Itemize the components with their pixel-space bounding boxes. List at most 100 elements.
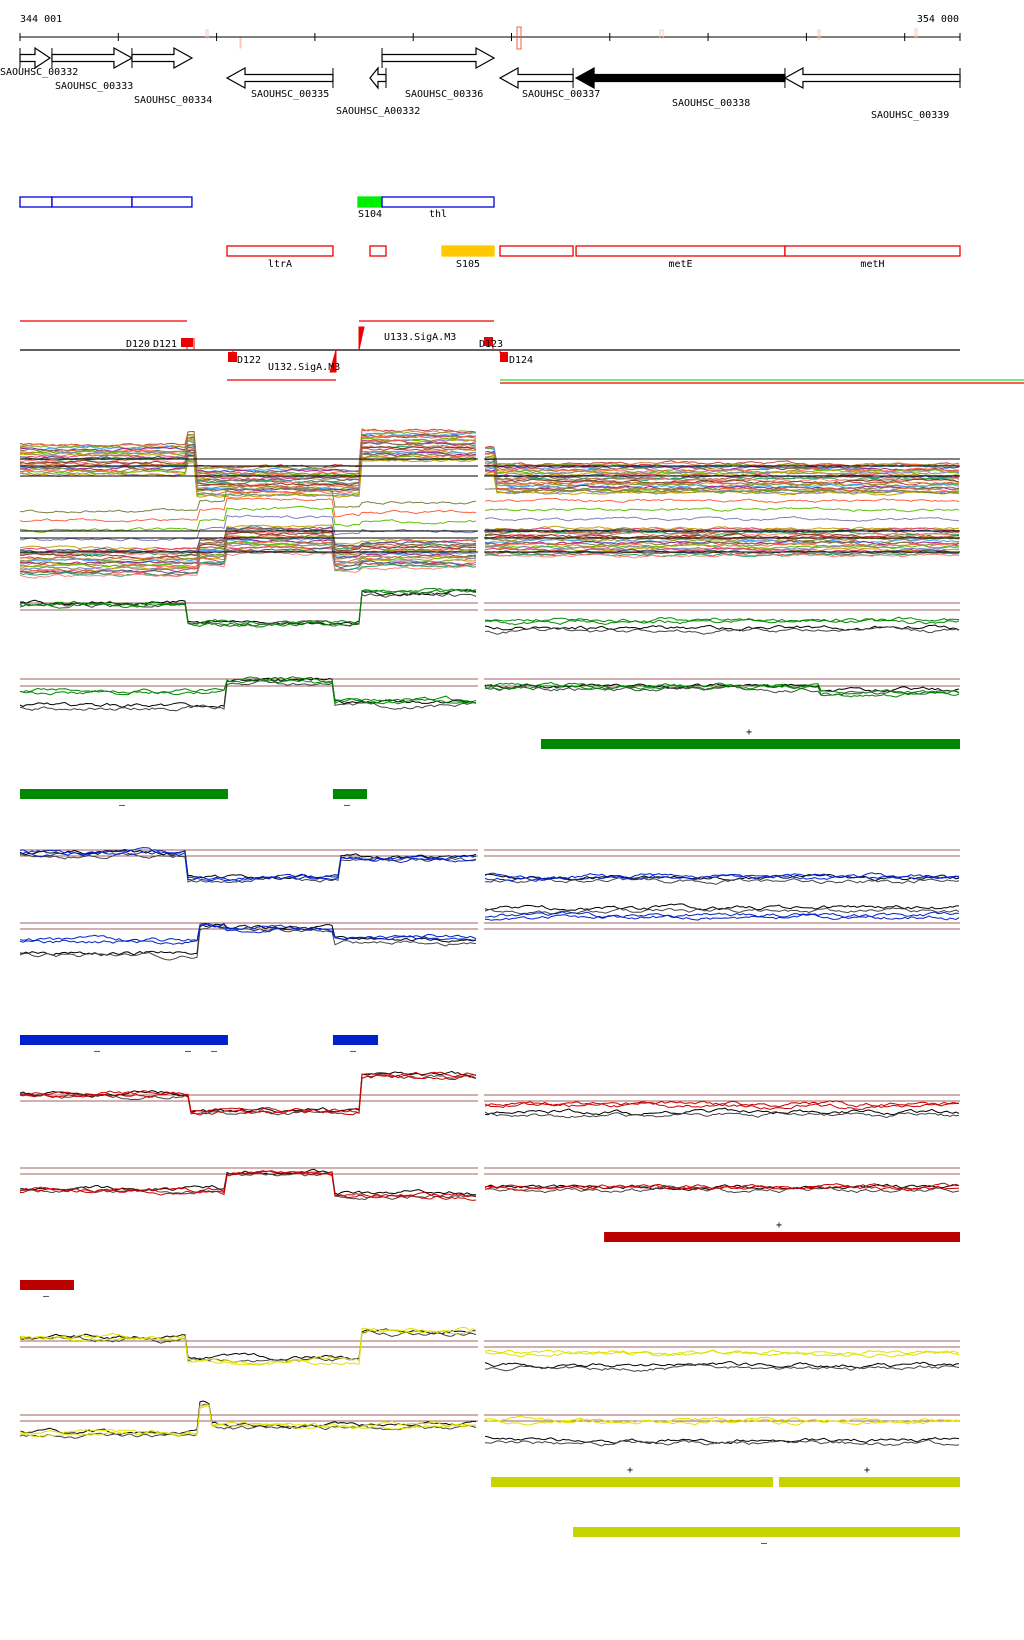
ruler-marker (659, 29, 664, 39)
signal-line (19, 1326, 960, 1365)
gene-SAOUHSC_00333: SAOUHSC_00333 (51, 46, 133, 92)
strand-sign: – (350, 1046, 357, 1057)
strand-segment-bar (20, 789, 228, 799)
gene-SAOUHSC_00337: SAOUHSC_00337 (498, 66, 600, 100)
strand-segment-bar (778, 1477, 960, 1487)
element-tick (186, 338, 501, 353)
signal-line (20, 850, 960, 883)
feature-label: S105 (456, 259, 480, 270)
signal-line (19, 678, 960, 705)
signal-line (19, 913, 960, 945)
sample-line (19, 505, 960, 533)
element-label: U133.SigA.M3 (384, 332, 456, 343)
strand-segment-bar (490, 1477, 774, 1487)
gene-arrow (131, 46, 194, 70)
gene-label: SAOUHSC_00333 (55, 81, 133, 92)
element-label: U132.SigA.M3 (268, 362, 340, 373)
signal-line-black (19, 1070, 960, 1116)
sample-line (19, 497, 960, 523)
ruler-marker (239, 37, 242, 49)
gene-SAOUHSC_A00332: SAOUHSC_A00332 (336, 66, 420, 117)
sample-line (19, 430, 960, 472)
gene-arrow (783, 66, 961, 90)
gene-label: SAOUHSC_A00332 (336, 106, 420, 117)
strand-sign: – (185, 1046, 192, 1057)
reverse-feature-box (499, 245, 574, 257)
element-label: D124 (509, 355, 533, 366)
gene-arrow (574, 66, 786, 90)
signal-line-black (19, 1168, 960, 1196)
strand-sign: + (627, 1465, 633, 1476)
gene-SAOUHSC_00339: SAOUHSC_00339 (783, 66, 961, 121)
strand-sign: – (211, 1046, 218, 1057)
gene-label: SAOUHSC_00337 (522, 89, 600, 100)
gene-label: SAOUHSC_00336 (405, 89, 483, 100)
gene-label: SAOUHSC_00335 (251, 89, 329, 100)
reverse-feature-track: ltrA S105 metE metH (226, 245, 961, 270)
gene-label: SAOUHSC_00332 (0, 67, 78, 78)
signal-line (19, 588, 960, 628)
signal-line-black (19, 903, 959, 956)
ruler-end-label: 354 000 (917, 14, 959, 25)
strand-sign: + (776, 1220, 782, 1231)
forward-feature-box (51, 196, 133, 208)
strand-segment-bar (20, 1280, 74, 1290)
signal-line (19, 587, 960, 626)
signal-line-black (19, 1400, 960, 1445)
forward-feature-box (131, 196, 193, 208)
gene-label: SAOUHSC_00338 (672, 98, 750, 109)
signal-line (20, 1170, 959, 1201)
gene-label: SAOUHSC_00334 (134, 95, 212, 106)
signal-line (19, 1170, 960, 1198)
strand-sign: – (344, 800, 351, 811)
reverse-feature-box (784, 245, 961, 257)
element-marker (500, 352, 508, 362)
signal-line-black (19, 1330, 960, 1372)
promoter-marker (358, 326, 365, 351)
reverse-feature-box (369, 245, 387, 257)
signal-line (19, 1404, 960, 1438)
signal-line-black (19, 1171, 960, 1201)
gene-arrow (225, 66, 334, 90)
ruler-marker-current (516, 26, 522, 50)
element-marker (228, 352, 237, 362)
strand-segment-bar (541, 739, 960, 749)
ruler-start-label: 344 001 (20, 14, 62, 25)
gene-label: SAOUHSC_00339 (871, 110, 949, 121)
sample-line (19, 538, 960, 565)
signal-line-black (19, 680, 960, 712)
regulatory-element-track: D120 D121 D122 U132.SigA.M3 U133.SigA.M3 D123… (20, 320, 1024, 384)
signal-line-black (19, 589, 960, 632)
signal-line (19, 1071, 960, 1114)
signal-line (19, 1329, 960, 1366)
strand-segment-tracks: + – – – – – – + – + + – (20, 727, 960, 1549)
strand-segment-bar (573, 1527, 960, 1537)
coordinate-ruler: 344 001 354 000 (19, 14, 961, 50)
strand-sign: + (864, 1465, 870, 1476)
element-label: D122 (237, 355, 261, 366)
signal-line-black (19, 907, 960, 961)
sample-line (19, 459, 960, 499)
gene-SAOUHSC_00338: SAOUHSC_00338 (574, 66, 786, 109)
gene-arrow (369, 66, 387, 90)
promoter-marker (329, 349, 337, 373)
gene-arrow (19, 46, 52, 70)
gene-SAOUHSC_00332: SAOUHSC_00332 (0, 46, 78, 78)
strand-sign: – (119, 800, 126, 811)
signal-line-black (19, 849, 960, 882)
sample-line (19, 441, 960, 484)
signal-line (19, 1405, 960, 1436)
strand-segment-bar (332, 1035, 378, 1045)
signal-line-black (19, 1073, 960, 1119)
strand-sign: + (746, 727, 752, 738)
strand-sign: – (94, 1046, 101, 1057)
gene-SAOUHSC_00335: SAOUHSC_00335 (225, 66, 334, 100)
sample-line (19, 487, 960, 514)
strand-segment-bar (332, 789, 367, 799)
sample-line (19, 543, 960, 571)
ruler-marker (205, 29, 209, 39)
reverse-feature-box (226, 245, 334, 257)
gene-SAOUHSC_00334: SAOUHSC_00334 (131, 46, 212, 106)
